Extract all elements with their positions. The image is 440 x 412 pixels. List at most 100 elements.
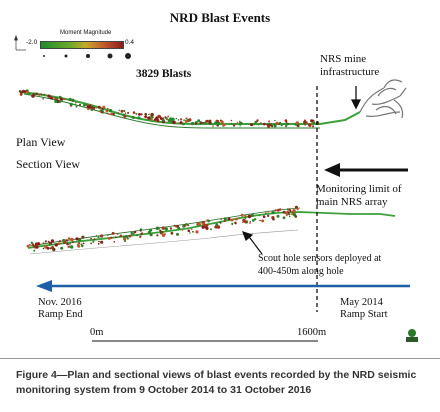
blast-event-dot: [123, 114, 127, 118]
blast-event-dot: [40, 93, 43, 96]
blast-event-dot: [239, 125, 241, 127]
blast-event-dot: [38, 93, 41, 96]
blast-event-dot: [102, 105, 106, 109]
blast-event-dot: [177, 122, 180, 124]
blast-event-dot: [139, 235, 142, 238]
blast-event-dot: [119, 234, 123, 238]
blast-event-dot: [279, 121, 282, 124]
blast-event-dot: [182, 122, 185, 126]
blast-event-dot: [67, 246, 69, 248]
blast-event-dot: [285, 211, 289, 215]
blast-event-dot: [164, 227, 168, 231]
blast-event-dot: [42, 242, 45, 245]
blast-event-dot: [180, 121, 182, 124]
blast-event-dot: [108, 108, 113, 113]
blast-event-dot: [275, 121, 279, 125]
timeline-arrow: [36, 280, 410, 292]
blast-event-dot: [195, 230, 199, 234]
blast-event-dot: [273, 124, 277, 128]
blast-event-dot: [100, 110, 103, 114]
blast-event-dot: [92, 240, 95, 243]
blast-event-dot: [60, 246, 64, 250]
blast-event-dot: [130, 231, 134, 235]
blast-event-dot: [303, 120, 307, 124]
blast-event-dot: [91, 109, 94, 111]
blast-event-dot: [117, 112, 120, 114]
blast-event-dot: [42, 247, 45, 250]
blast-event-dot: [53, 97, 55, 99]
blast-event-dot: [283, 123, 286, 125]
monitoring-limit-label-line2: main NRS array: [316, 196, 388, 208]
blast-event-dot: [312, 119, 315, 122]
orientation-icon: [13, 35, 26, 51]
blast-event-dot: [188, 118, 192, 122]
blast-event-dot: [258, 123, 260, 126]
scout-sensors-label-line1: Scout hole sensors deployed at: [258, 253, 382, 264]
blast-event-dot: [276, 208, 280, 212]
blast-event-dot: [97, 236, 100, 239]
blast-event-dot: [93, 106, 96, 109]
section-view-blast-events: [26, 205, 299, 252]
blast-event-dot: [249, 222, 251, 224]
blast-event-dot: [286, 123, 289, 126]
blast-event-dot: [155, 116, 159, 120]
blast-event-dot: [170, 231, 174, 235]
blast-event-dot: [181, 229, 184, 231]
blast-event-dot: [165, 117, 168, 120]
blast-event-dot: [110, 112, 113, 116]
blast-event-dot: [231, 222, 234, 225]
blast-event-dot: [215, 223, 219, 227]
blast-event-dot: [268, 120, 271, 123]
legend-size-markers: [43, 53, 131, 59]
blast-event-dot: [250, 213, 254, 217]
blast-event-dot: [176, 232, 179, 236]
blast-event-dot: [42, 98, 44, 100]
blast-event-dot: [243, 220, 247, 224]
blast-event-dot: [22, 89, 25, 93]
blast-event-dot: [70, 245, 74, 249]
blast-event-dot: [107, 234, 109, 237]
blast-event-dot: [207, 219, 211, 223]
blast-event-dot: [187, 224, 190, 227]
blast-event-dot: [296, 208, 299, 211]
blast-event-dot: [282, 210, 286, 214]
blast-event-dot: [238, 217, 241, 219]
blast-event-dot: [140, 232, 143, 235]
mine-infrastructure-label-line1: NRS mine: [320, 53, 367, 65]
blast-event-dot: [54, 99, 58, 103]
diagram-title: NRD Blast Events: [169, 10, 271, 25]
blast-event-dot: [215, 119, 217, 122]
blast-event-dot: [212, 125, 214, 127]
blast-event-dot: [268, 123, 270, 125]
blast-event-dot: [135, 234, 139, 237]
blast-event-dot: [76, 244, 79, 246]
blast-event-dot: [139, 229, 142, 232]
blast-event-dot: [263, 122, 266, 126]
blast-event-dot: [262, 215, 266, 218]
blast-event-dot: [58, 100, 62, 103]
scale-start-label: 0m: [90, 327, 104, 338]
blast-event-dot: [219, 221, 222, 224]
blast-event-dot: [259, 219, 261, 222]
blast-event-dot: [304, 119, 306, 122]
blast-event-dot: [127, 111, 130, 114]
blast-event-dot: [77, 237, 82, 242]
blast-event-dot: [100, 234, 104, 238]
blast-event-dot: [133, 230, 137, 234]
blast-event-dot: [216, 119, 220, 123]
blast-event-dot: [282, 216, 286, 220]
blast-event-dot: [70, 237, 74, 242]
blast-event-dot: [189, 232, 191, 234]
blast-event-dot: [197, 119, 201, 123]
blast-event-dot: [48, 241, 53, 245]
blast-event-dot: [59, 97, 63, 101]
blast-event-dot: [203, 121, 206, 125]
blast-event-dot: [271, 210, 275, 215]
blast-event-dot: [161, 226, 165, 230]
blast-event-dot: [29, 244, 31, 246]
blast-event-dot: [312, 125, 315, 128]
blast-event-dot: [52, 247, 56, 252]
blast-event-dot: [107, 107, 109, 110]
blast-event-dot: [75, 237, 79, 241]
blast-event-dot: [122, 235, 126, 238]
